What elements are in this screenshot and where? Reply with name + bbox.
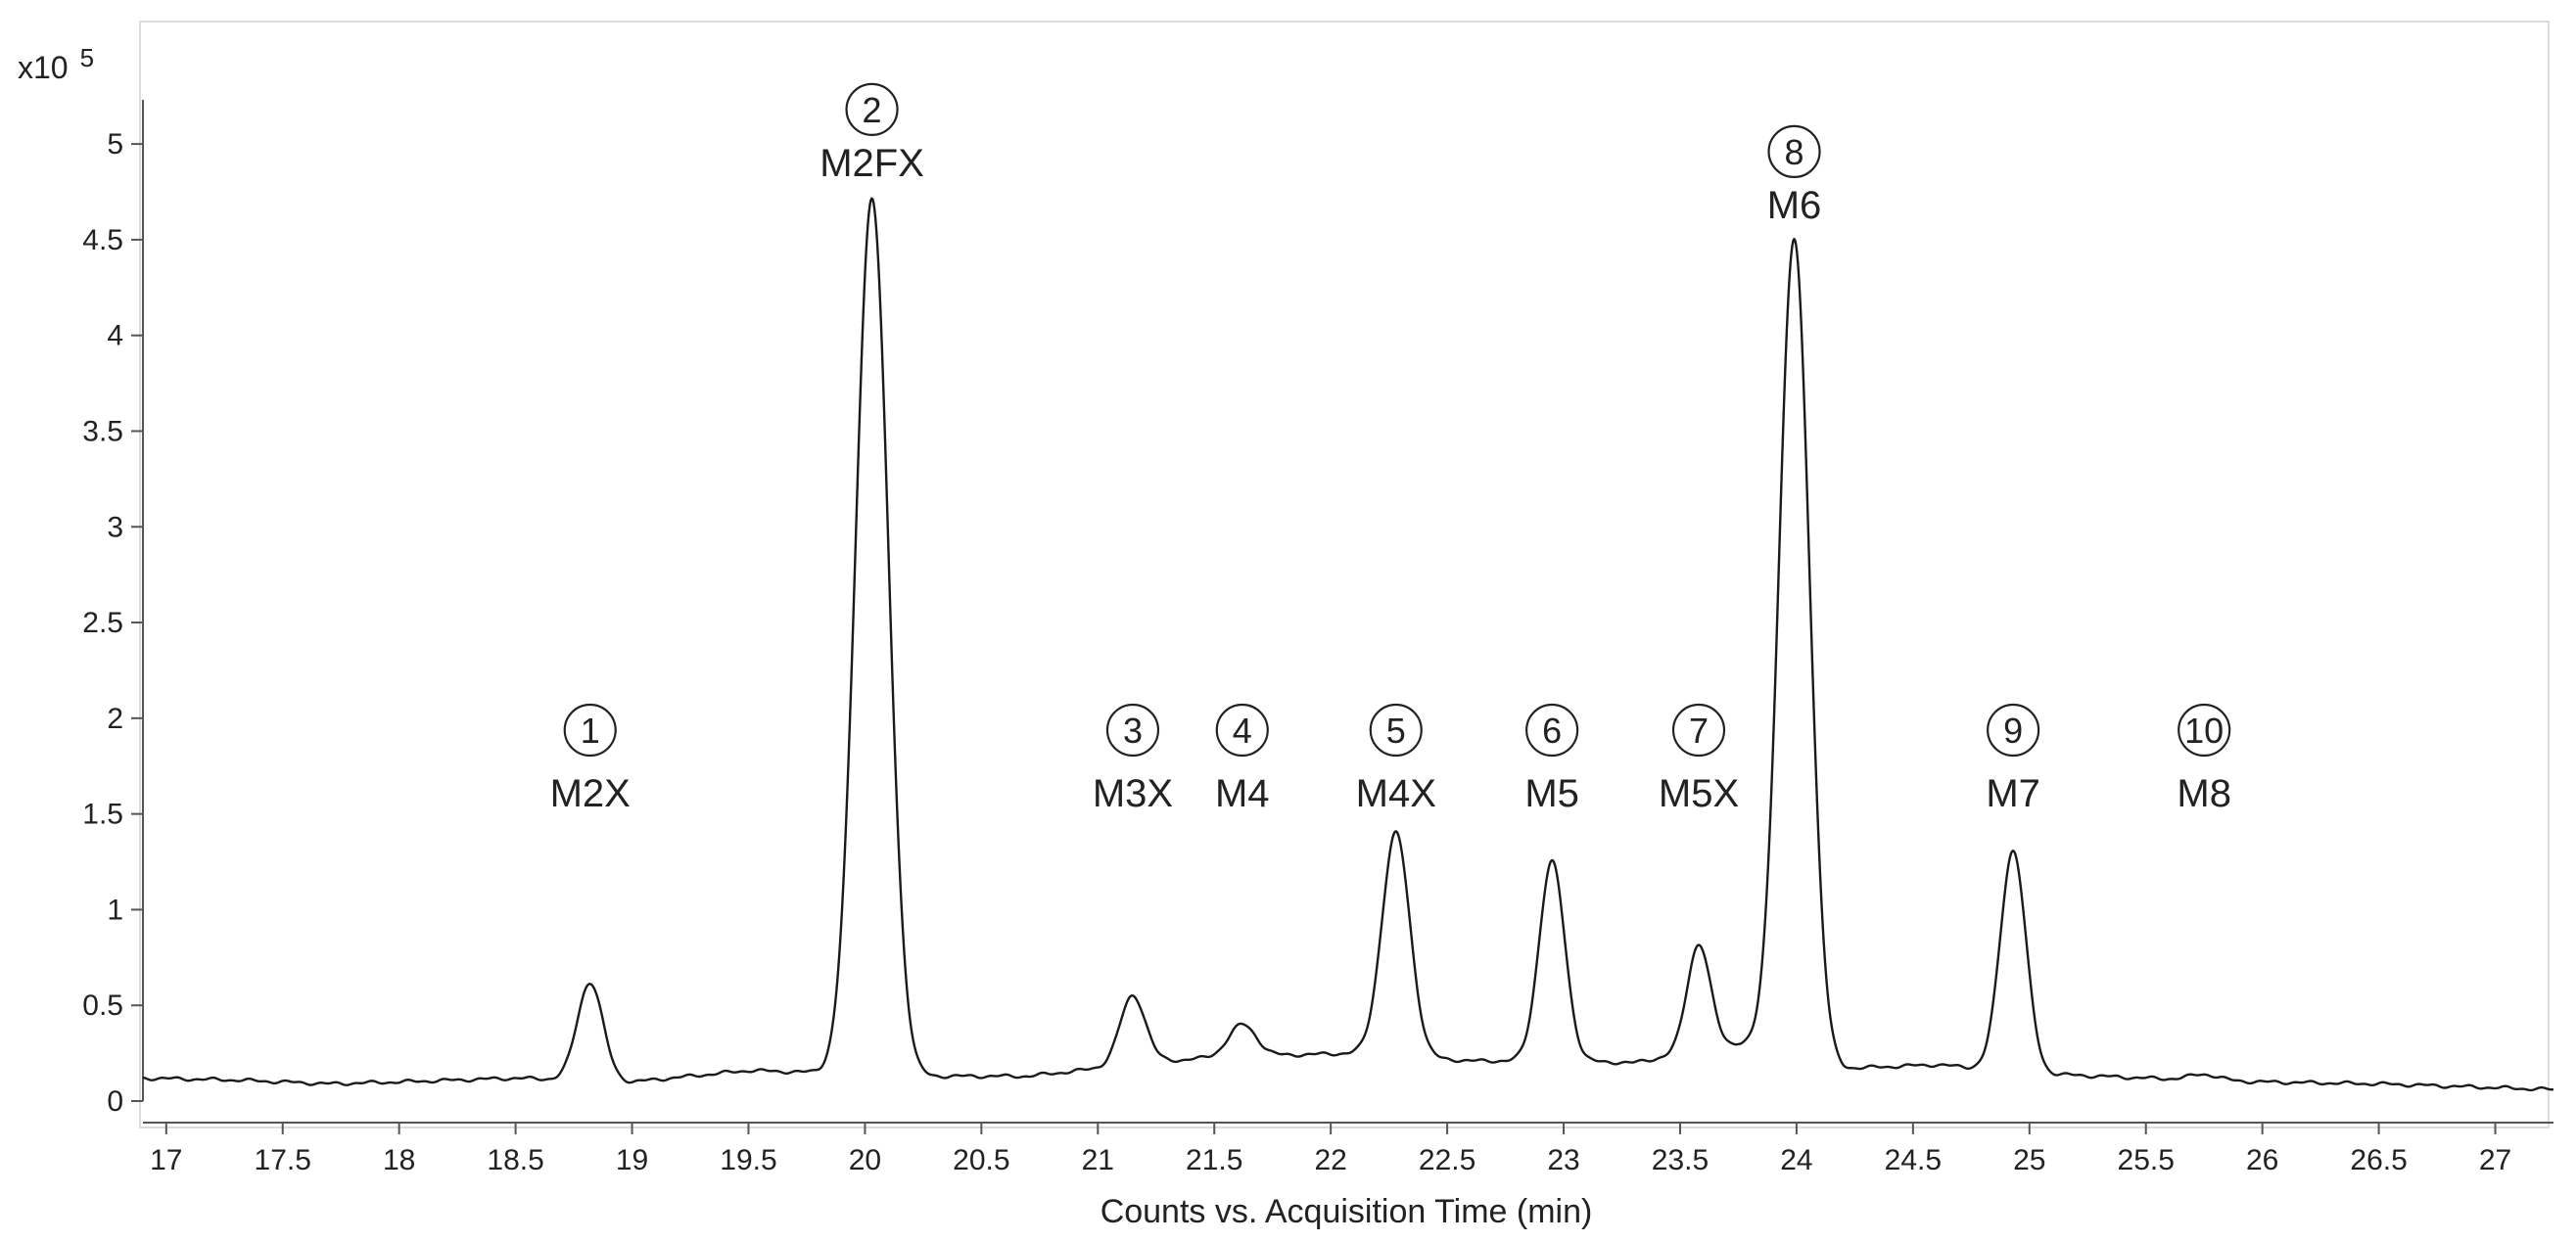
x-tick-label: 19 — [616, 1144, 648, 1176]
x-tick-label: 21 — [1082, 1144, 1114, 1176]
peak-annotation: 2 M2FX — [820, 82, 924, 185]
peak-label: M5X — [1659, 772, 1739, 815]
x-tick-label: 26 — [2246, 1144, 2278, 1176]
y-tick-label: 3.5 — [82, 415, 123, 447]
x-tick-label: 27 — [2479, 1144, 2511, 1176]
x-tick-label: 23 — [1547, 1144, 1579, 1176]
y-tick-label: 2 — [107, 703, 123, 735]
x-tick-label: 21.5 — [1186, 1144, 1242, 1176]
y-tick-label: 5 — [107, 128, 123, 161]
peak-number-circle — [563, 703, 617, 758]
peak-label: M8 — [2177, 772, 2231, 815]
x-tick-label: 20.5 — [953, 1144, 1009, 1176]
peak-label: M5 — [1524, 772, 1579, 815]
peak-annotation: 9 M7 — [1986, 703, 2040, 815]
x-tick-label: 24 — [1780, 1144, 1812, 1176]
peak-number: 5 — [1386, 711, 1406, 751]
x-tick-label: 25 — [2013, 1144, 2045, 1176]
peak-number: 1 — [581, 711, 600, 751]
peak-label: M2X — [550, 772, 631, 815]
plot-frame — [139, 21, 2550, 1128]
peak-annotation: 3 M3X — [1093, 703, 1173, 815]
peak-annotation: 8M6 — [1767, 124, 1822, 227]
chromatogram-trace — [142, 197, 2554, 1092]
x-tick-label: 22 — [1314, 1144, 1346, 1176]
y-tick-label: 2.5 — [82, 607, 123, 639]
y-tick-label: 3 — [107, 511, 123, 543]
peak-annotation: 5 M4X — [1356, 703, 1436, 815]
x-tick-label: 20 — [849, 1144, 881, 1176]
peak-number-circle — [2178, 703, 2231, 758]
peak-number-circle — [1987, 703, 2040, 758]
peak-label: M2FX — [820, 142, 924, 185]
peak-number: 6 — [1542, 711, 1562, 751]
peak-number-circle — [1369, 703, 1423, 758]
x-axis: 17 17.5 18 18.5 19 19.5 20 20.5 21 21.5 22 22.5 23 23… — [143, 1122, 2553, 1176]
x-tick-label: 22.5 — [1419, 1144, 1475, 1176]
peak-number: 7 — [1689, 711, 1709, 751]
x-tick-label: 17.5 — [255, 1144, 311, 1176]
peak-number-circle — [1215, 703, 1269, 758]
x-tick-label: 23.5 — [1652, 1144, 1709, 1176]
x-axis-label: Counts vs. Acquisition Time (min) — [1101, 1193, 1593, 1230]
peak-number: 2 — [863, 90, 882, 130]
peak-annotation: 7 M5X — [1659, 703, 1739, 815]
x-tick-label: 17 — [150, 1144, 182, 1176]
peak-label: M7 — [1986, 772, 2040, 815]
y-tick-label: 4 — [107, 320, 123, 352]
peak-number-circle — [1525, 703, 1579, 758]
peak-annotation: 10 M8 — [2177, 703, 2231, 815]
x-tick-label: 25.5 — [2118, 1144, 2175, 1176]
peak-label: M4X — [1356, 772, 1436, 815]
peak-number: 3 — [1123, 711, 1143, 751]
peak-number: 8 — [1785, 132, 1804, 172]
y-tick-label: 0.5 — [82, 989, 123, 1022]
y-tick-label: 4.5 — [82, 224, 123, 256]
peak-label: M3X — [1093, 772, 1173, 815]
peak-number: 9 — [2003, 711, 2023, 751]
peak-number-circle — [1105, 703, 1160, 758]
x-tick-label: 26.5 — [2350, 1144, 2407, 1176]
peak-label: M4 — [1215, 772, 1270, 815]
peak-annotation: 6 M5 — [1524, 703, 1579, 815]
y-tick-label: 1 — [107, 894, 123, 926]
peak-number-circle — [845, 82, 899, 136]
peak-number-circle — [1671, 703, 1726, 758]
y-axis: 0 0.5 1 1.5 2 2.5 3 3.5 4 4.5 5 — [82, 100, 144, 1118]
peak-label: M6 — [1767, 184, 1822, 227]
peak-number: 4 — [1233, 711, 1252, 751]
y-axis-multiplier: x10 5 — [18, 43, 94, 85]
peak-number-circle — [1767, 124, 1821, 179]
y-tick-label: 0 — [107, 1085, 123, 1118]
x-tick-label: 19.5 — [720, 1144, 776, 1176]
y-tick-label: 1.5 — [82, 799, 123, 831]
peak-annotation: 1 M2X — [550, 703, 631, 815]
x-tick-label: 18 — [383, 1144, 415, 1176]
peak-annotation: 4 M4 — [1215, 703, 1270, 815]
x-tick-label: 18.5 — [487, 1144, 543, 1176]
peak-number: 10 — [2184, 711, 2224, 751]
x-tick-label: 24.5 — [1885, 1144, 1942, 1176]
